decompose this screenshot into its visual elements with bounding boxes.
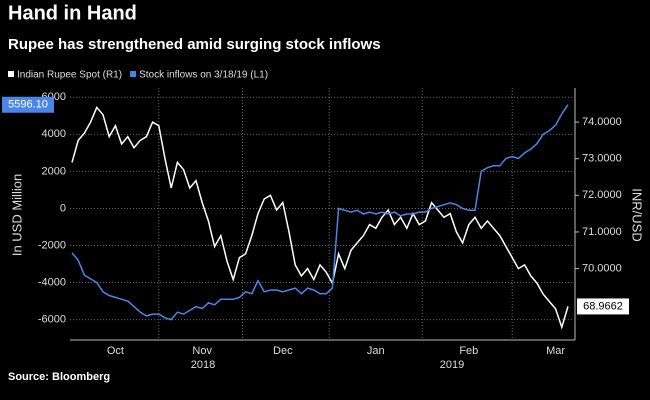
legend-swatch bbox=[8, 71, 14, 77]
x-tick-label: Mar bbox=[546, 345, 565, 357]
series-line bbox=[71, 105, 569, 330]
y-axis-label: In USD Million bbox=[9, 174, 24, 256]
x-tick-label: Nov bbox=[192, 345, 212, 357]
legend-label: Indian Rupee Spot (R1) bbox=[17, 70, 122, 81]
x-tick-label: Feb bbox=[459, 345, 478, 357]
year-label: 2018 bbox=[191, 359, 215, 371]
last-value-label: 5596.10 bbox=[8, 99, 48, 111]
x-tick-label: Oct bbox=[107, 345, 124, 357]
last-value-box bbox=[2, 96, 54, 113]
y2-tick-label: 71.0000 bbox=[582, 226, 622, 238]
year-label: 2019 bbox=[440, 359, 464, 371]
last-value-box bbox=[577, 298, 629, 315]
y-tick-label: -4000 bbox=[38, 276, 66, 288]
series-line bbox=[71, 104, 569, 321]
y-tick-label: -2000 bbox=[38, 239, 66, 251]
y2-tick-label: 74.0000 bbox=[582, 116, 622, 128]
y-tick-label: 4000 bbox=[42, 128, 66, 140]
y2-tick-label: 72.0000 bbox=[582, 189, 622, 201]
y-tick-label: 0 bbox=[60, 202, 66, 214]
legend-label: Stock inflows on 3/18/19 (L1) bbox=[139, 70, 268, 81]
x-tick-label: Dec bbox=[273, 345, 293, 357]
y-tick-label: 2000 bbox=[42, 165, 66, 177]
y2-axis-label: INR/USD bbox=[630, 188, 645, 241]
chart-subtitle: Rupee has strengthened amid surging stoc… bbox=[8, 36, 381, 53]
y2-tick-label: 70.0000 bbox=[582, 262, 622, 274]
chart-title: Hand in Hand bbox=[8, 2, 137, 24]
x-tick-label: Jan bbox=[367, 345, 385, 357]
y2-tick-label: 73.0000 bbox=[582, 153, 622, 165]
legend-swatch bbox=[130, 71, 137, 77]
y-tick-label: -6000 bbox=[38, 314, 66, 326]
source: Source: Bloomberg bbox=[8, 371, 110, 383]
last-value-label: 68.9662 bbox=[583, 300, 623, 312]
